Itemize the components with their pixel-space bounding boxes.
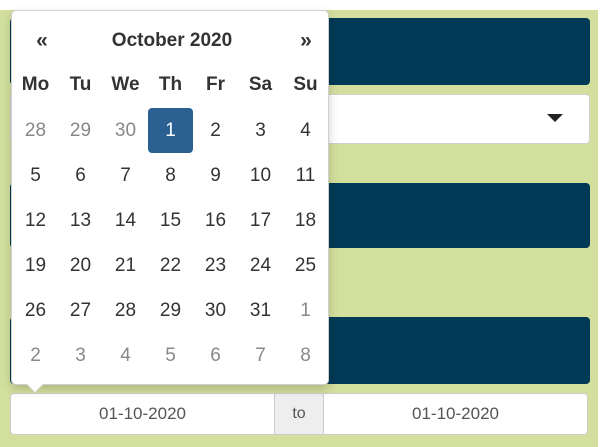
day-cell[interactable]: 28 (24, 119, 47, 141)
weekday-header: Mo (21, 73, 50, 95)
datepicker-header: « October 2020 » (12, 19, 328, 63)
caret-down-icon[interactable] (547, 114, 563, 122)
day-cell[interactable]: 13 (69, 209, 92, 231)
day-cell[interactable]: 17 (249, 209, 272, 231)
weekday-header: Su (293, 73, 318, 95)
day-cell[interactable]: 3 (75, 344, 86, 366)
day-cell[interactable]: 2 (210, 119, 221, 141)
datepicker-week-row: 5 6 7 8 9 10 11 (12, 153, 328, 198)
datepicker-week-row: 2 3 4 5 6 7 8 (12, 333, 328, 378)
datepicker-month-title[interactable]: October 2020 (111, 30, 233, 51)
day-cell[interactable]: 28 (114, 299, 137, 321)
day-cell[interactable]: 20 (69, 254, 92, 276)
date-range-input-group: 01-10-2020 to 01-10-2020 (10, 393, 588, 435)
day-cell[interactable]: 7 (255, 344, 266, 366)
day-cell[interactable]: 9 (210, 164, 221, 186)
weekday-header: Tu (69, 73, 92, 95)
day-cell[interactable]: 22 (159, 254, 182, 276)
day-cell[interactable]: 10 (249, 164, 272, 186)
datepicker-popup: « October 2020 » Mo Tu We Th Fr Sa Su 28 29 30 1 2… (11, 10, 329, 393)
day-cell[interactable]: 5 (30, 164, 41, 186)
day-cell[interactable]: 24 (249, 254, 272, 276)
day-cell[interactable]: 18 (294, 209, 317, 231)
datepicker-week-row: 26 27 28 29 30 31 1 (12, 288, 328, 333)
day-cell[interactable]: 19 (24, 254, 47, 276)
day-cell[interactable]: 26 (24, 299, 47, 321)
day-cell[interactable]: 4 (300, 119, 311, 141)
day-cell[interactable]: 25 (294, 254, 317, 276)
day-cell[interactable]: 8 (300, 344, 311, 366)
prev-month-button[interactable]: « (36, 29, 48, 52)
day-cell[interactable]: 1 (300, 299, 311, 321)
weekday-header-row: Mo Tu We Th Fr Sa Su (12, 63, 328, 108)
day-cell[interactable]: 6 (75, 164, 86, 186)
day-cell[interactable]: 2 (30, 344, 41, 366)
day-cell[interactable]: 11 (295, 164, 316, 186)
day-cell[interactable]: 12 (24, 209, 47, 231)
day-cell[interactable]: 6 (210, 344, 221, 366)
datepicker-week-row: 19 20 21 22 23 24 25 (12, 243, 328, 288)
day-cell[interactable]: 29 (69, 119, 92, 141)
day-cell[interactable]: 30 (114, 119, 137, 141)
day-cell[interactable]: 27 (69, 299, 92, 321)
day-cell[interactable]: 29 (159, 299, 182, 321)
day-cell[interactable]: 23 (204, 254, 227, 276)
weekday-header: Fr (206, 73, 225, 95)
selected-day-cell[interactable]: 1 (148, 108, 193, 153)
day-cell[interactable]: 3 (255, 119, 266, 141)
day-cell[interactable]: 4 (120, 344, 131, 366)
datepicker-pointer-fill (27, 384, 43, 392)
weekday-header: Th (158, 73, 183, 95)
day-cell[interactable]: 8 (165, 164, 176, 186)
datepicker-week-row: 12 13 14 15 16 17 18 (12, 198, 328, 243)
weekday-header: Sa (248, 73, 273, 95)
day-cell[interactable]: 5 (165, 344, 176, 366)
weekday-header: We (111, 73, 140, 95)
next-month-button[interactable]: » (300, 29, 312, 52)
day-cell[interactable]: 15 (159, 209, 182, 231)
day-cell[interactable]: 30 (204, 299, 227, 321)
date-range-separator: to (274, 393, 324, 435)
start-date-input[interactable]: 01-10-2020 (10, 393, 274, 435)
end-date-input[interactable]: 01-10-2020 (324, 393, 588, 435)
day-cell[interactable]: 31 (249, 299, 272, 321)
datepicker-grid: Mo Tu We Th Fr Sa Su 28 29 30 1 2 3 4 5 6 7 8 9 10 11 12 13 14… (12, 63, 328, 378)
day-cell[interactable]: 7 (120, 164, 131, 186)
day-cell[interactable]: 14 (114, 209, 137, 231)
datepicker-week-row: 28 29 30 1 2 3 4 (12, 108, 328, 153)
day-cell[interactable]: 21 (114, 254, 137, 276)
day-cell[interactable]: 16 (204, 209, 227, 231)
